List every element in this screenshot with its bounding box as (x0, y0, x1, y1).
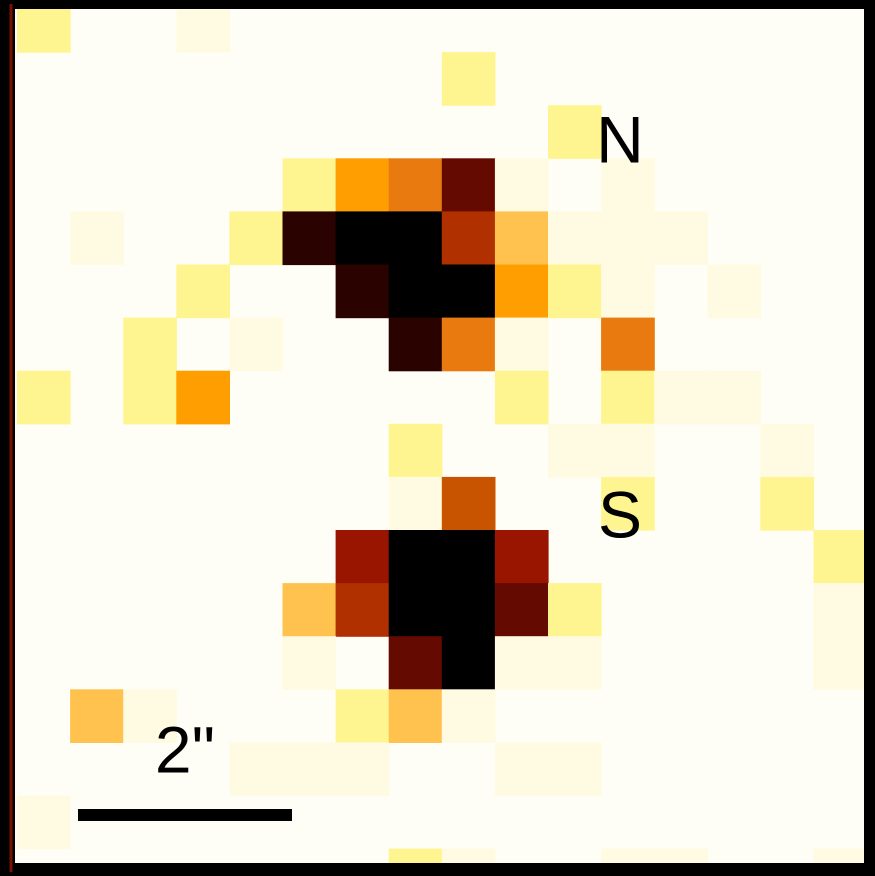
pixel (654, 211, 708, 265)
pixel (760, 424, 814, 478)
pixel (601, 318, 655, 372)
pixel (283, 742, 337, 796)
pixel (495, 318, 549, 372)
pixel (442, 477, 496, 531)
south-label: S (598, 477, 642, 551)
pixel (442, 318, 496, 372)
pixel (442, 52, 496, 106)
pixel (707, 371, 761, 425)
pixel (548, 742, 602, 796)
pixel (229, 211, 283, 265)
pixel (495, 742, 549, 796)
pixel (442, 211, 496, 265)
pixel (389, 530, 443, 584)
pixel (176, 371, 230, 425)
pixel (336, 689, 390, 743)
pixel (229, 318, 283, 372)
pixel (336, 583, 390, 637)
pixel (601, 265, 655, 319)
pixel (389, 265, 443, 319)
pixel (707, 265, 761, 319)
pixel (70, 211, 124, 265)
pixel (389, 636, 443, 690)
pixel (389, 158, 443, 212)
pixel (283, 583, 337, 637)
pixel (601, 424, 655, 478)
pixel (336, 211, 390, 265)
pixel (548, 583, 602, 637)
pixel (442, 265, 496, 319)
pixel (814, 530, 868, 584)
pixel (389, 318, 443, 372)
pixel (336, 530, 390, 584)
pixel (548, 636, 602, 690)
pixel (389, 211, 443, 265)
pixel (601, 371, 655, 425)
pixel (814, 583, 868, 637)
pixel (548, 424, 602, 478)
pixel (548, 105, 602, 159)
pixel (389, 583, 443, 637)
pixel (495, 636, 549, 690)
pixel (283, 158, 337, 212)
pixel (760, 477, 814, 531)
pixel (17, 796, 71, 850)
pixel (495, 371, 549, 425)
pixel (654, 371, 708, 425)
pixel (336, 158, 390, 212)
pixel (283, 636, 337, 690)
pixel (495, 583, 549, 637)
pixel (389, 424, 443, 478)
pixel (495, 158, 549, 212)
sky-image: N S 2" (0, 0, 875, 876)
pixel (442, 530, 496, 584)
pixel (389, 477, 443, 531)
pixel (442, 158, 496, 212)
pixel (814, 636, 868, 690)
pixel (442, 689, 496, 743)
pixel (495, 265, 549, 319)
pixel (442, 583, 496, 637)
pixel (548, 265, 602, 319)
pixel (17, 371, 71, 425)
pixel (336, 742, 390, 796)
north-label: N (596, 102, 644, 176)
pixel (442, 636, 496, 690)
pixel (229, 742, 283, 796)
pixel (389, 689, 443, 743)
pixel (176, 265, 230, 319)
scale-label: 2" (155, 712, 215, 786)
pixel (601, 211, 655, 265)
pixel (123, 371, 177, 425)
scale-bar (78, 809, 292, 821)
pixel (495, 211, 549, 265)
pixel (336, 265, 390, 319)
pixel (283, 211, 337, 265)
pixel (548, 211, 602, 265)
page: {"labels": {"north": "N", "south": "S", … (0, 0, 875, 876)
pixel-grid (0, 0, 875, 876)
pixel (123, 318, 177, 372)
pixel (495, 530, 549, 584)
pixel (70, 689, 124, 743)
